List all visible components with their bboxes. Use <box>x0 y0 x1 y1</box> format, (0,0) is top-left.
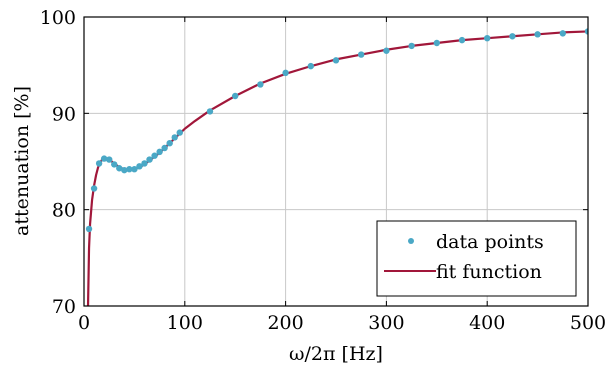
data-point <box>141 160 148 167</box>
ticks: 0 100 200 300 400 500 70 80 90 100 <box>40 7 606 334</box>
x-tick-label: 400 <box>469 312 505 334</box>
y-tick-label: 80 <box>52 200 76 222</box>
data-point <box>111 161 118 168</box>
x-tick-label: 200 <box>267 312 303 334</box>
data-point <box>156 148 163 156</box>
data-point <box>584 28 588 35</box>
data-point <box>534 31 541 38</box>
y-tick-label: 70 <box>52 296 76 318</box>
data-point <box>90 185 98 192</box>
x-tick-label: 300 <box>368 312 404 334</box>
data-point <box>171 134 178 141</box>
x-tick-label: 0 <box>78 312 90 334</box>
data-point <box>383 47 390 54</box>
data-point <box>136 163 143 170</box>
grid <box>84 17 588 306</box>
x-tick-label: 100 <box>167 312 203 334</box>
data-point <box>131 166 138 173</box>
y-tick-label: 100 <box>40 7 76 29</box>
data-point <box>433 39 440 47</box>
data-point <box>509 33 516 40</box>
data-point <box>408 42 415 50</box>
data-point <box>282 69 289 77</box>
x-tick-label: 500 <box>570 312 606 334</box>
data-point <box>358 51 365 58</box>
data-point <box>116 165 123 172</box>
data-point <box>121 166 128 174</box>
data-point <box>232 92 239 100</box>
data-point <box>206 108 214 115</box>
data-point <box>85 225 93 233</box>
data-point <box>458 36 466 44</box>
data-point <box>559 30 566 37</box>
data-point <box>100 155 108 162</box>
data-point <box>146 156 153 163</box>
x-axis-label: ω/2π [Hz] <box>289 343 383 365</box>
legend-marker-data-points <box>408 238 414 244</box>
data-point <box>126 166 133 173</box>
legend-label-data-points: data points <box>436 231 544 253</box>
data-point <box>332 57 340 64</box>
data-point <box>106 156 113 163</box>
data-point <box>151 152 158 159</box>
legend: data points fit function <box>376 220 577 297</box>
data-point <box>161 144 168 152</box>
legend-label-fit-function: fit function <box>436 261 542 283</box>
data-point <box>484 34 491 42</box>
data-point <box>257 81 264 88</box>
y-tick-label: 90 <box>52 103 76 125</box>
data-point <box>95 160 103 167</box>
plot-frame <box>83 16 589 307</box>
y-axis-label: attenuation [%] <box>11 86 33 236</box>
plot-area <box>85 28 588 306</box>
legend-box <box>376 220 577 297</box>
data-point <box>307 62 314 70</box>
data-point <box>176 129 183 136</box>
data-point <box>166 140 173 147</box>
